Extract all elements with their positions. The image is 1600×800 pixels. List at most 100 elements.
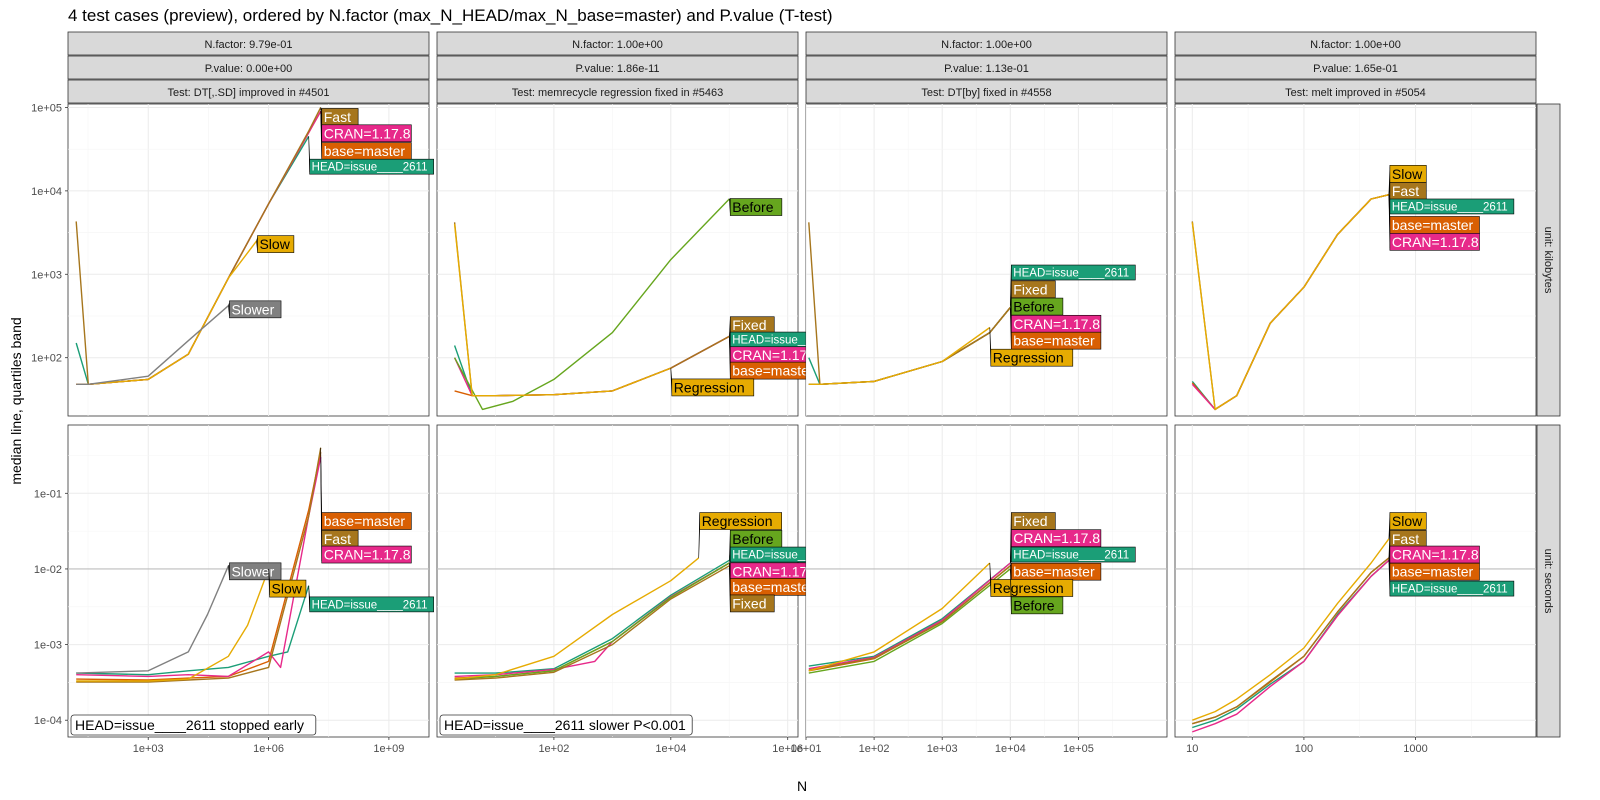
label-base-master: base=master <box>1010 307 1102 350</box>
label-cran-1-17-8: CRAN=1.17.8 <box>729 562 821 581</box>
label-text: CRAN=1.17.8 <box>1013 530 1100 546</box>
series-line-regression <box>808 562 991 672</box>
label-base-master: base=master <box>1388 557 1480 581</box>
label-slow: Slow <box>268 568 307 598</box>
label-fast: Fast <box>320 107 359 126</box>
label-text: Before <box>1013 299 1054 315</box>
x-tick-label: 1e+02 <box>859 743 890 755</box>
x-tick-label: 1e+05 <box>1063 743 1094 755</box>
label-cran-1-17-8: CRAN=1.17.8 <box>1388 194 1480 251</box>
x-tick-label: 1000 <box>1403 743 1427 755</box>
series-line-fast <box>1192 557 1390 725</box>
label-box <box>1010 546 1136 563</box>
label-text: Fast <box>1392 531 1419 547</box>
panel-background <box>1174 103 1537 417</box>
test-name-strip: Test: DT[,.SD] improved in #4501 <box>67 79 430 104</box>
plot-area <box>806 562 1167 674</box>
panel-kilobytes: BeforeFixedHEAD=issue____2611CRAN=1.17.8… <box>436 103 855 417</box>
label-text: HEAD=issue____2611 <box>1013 268 1129 280</box>
p-value-strip: P.value: 1.65e-01 <box>1174 55 1537 80</box>
label-text: base=master <box>324 143 406 159</box>
label-box <box>990 348 1074 367</box>
label-text: Fast <box>324 531 351 547</box>
panel-background <box>805 103 1168 417</box>
label-text: Fast <box>1392 183 1419 199</box>
label-text: Slow <box>272 581 303 597</box>
label-box <box>257 235 295 253</box>
label-text: HEAD=issue____2611 <box>1392 584 1508 596</box>
label-slow: Slow <box>1388 512 1427 539</box>
p-value-strip-label: P.value: 1.13e-01 <box>944 63 1029 75</box>
label-text: HEAD=issue____2611 <box>1392 201 1508 213</box>
label-text: Slow <box>1392 513 1423 529</box>
series-line-slow <box>1191 194 1390 411</box>
label-head-issue-2611: HEAD=issue____2611 <box>1388 194 1515 215</box>
series-line-slower <box>76 565 230 674</box>
y-tick-label: 1e-04 <box>34 715 62 727</box>
label-slower: Slower <box>228 300 282 319</box>
label-text: Before <box>732 199 773 215</box>
label-box <box>1389 512 1427 530</box>
label-cran-1-17-8: CRAN=1.17.8 <box>320 111 412 143</box>
label-slower: Slower <box>228 562 282 581</box>
label-text: Slow <box>1392 166 1423 182</box>
p-value-strip-box <box>67 55 430 80</box>
series-line-fixed <box>808 565 1011 671</box>
facet-panels: unit: kilobytes unit: seconds N.factor: 9.… <box>31 31 1561 755</box>
label-box <box>1389 580 1515 597</box>
y-tick-label: 1e-01 <box>34 488 62 500</box>
series-line-regression <box>453 224 672 397</box>
label-box <box>699 512 782 530</box>
x-tick-label: 1e+04 <box>655 743 686 755</box>
p-value-strip: P.value: 1.86e-11 <box>436 55 799 80</box>
label-text: HEAD=issue____2611 <box>312 162 428 174</box>
y-axis-title: median line, quartiles band <box>8 317 24 484</box>
label-head-issue-2611: HEAD=issue____2611 <box>1010 264 1136 308</box>
test-name-strip: Test: DT[by] fixed in #4558 <box>805 79 1168 104</box>
y-tick-label: 1e+05 <box>31 102 62 114</box>
series-line-slower <box>76 305 229 385</box>
series-line-fixed <box>454 565 730 681</box>
label-box <box>729 594 775 613</box>
x-tick-label: 1e+06 <box>772 743 803 755</box>
series-line-cran-1-17-8 <box>76 457 322 678</box>
label-box <box>1010 596 1064 615</box>
p-value-strip-box <box>1174 55 1537 80</box>
row-strip-label: unit: kilobytes <box>1542 227 1554 294</box>
label-cran-1-17-8: CRAN=1.17.8 <box>1010 529 1102 564</box>
row-strip-box <box>1536 424 1561 738</box>
n-factor-strip-box <box>805 31 1168 56</box>
label-before: Before <box>1010 568 1064 615</box>
label-text: Regression <box>674 379 745 395</box>
label-box <box>321 545 412 564</box>
test-name-strip: Test: memrecycle regression fixed in #54… <box>436 79 799 104</box>
p-value-strip-label: P.value: 1.86e-11 <box>576 63 660 75</box>
label-before: Before <box>729 530 783 564</box>
label-text: Slower <box>231 301 274 317</box>
y-tick-label: 1e-03 <box>34 640 62 652</box>
y-tick-label: 1e+03 <box>31 269 62 281</box>
x-tick-label: 1e+03 <box>927 743 958 755</box>
plot-area <box>808 222 1011 385</box>
grid-lines <box>1175 104 1536 416</box>
label-text: HEAD=issue____2611 <box>312 599 428 611</box>
note-box <box>70 714 317 736</box>
label-head-issue-2611: HEAD=issue____2611 <box>1388 560 1515 597</box>
x-axis-title: N <box>797 778 807 794</box>
n-factor-strip: N.factor: 1.00e+00 <box>805 31 1168 56</box>
row-strip-kilobytes: unit: kilobytes <box>1536 103 1561 417</box>
series-line-regression <box>808 326 991 385</box>
label-text: Fixed <box>1013 281 1047 297</box>
n-factor-strip-label: N.factor: 1.00e+00 <box>1310 39 1401 51</box>
label-before: Before <box>728 197 783 216</box>
label-text: Regression <box>702 513 773 529</box>
label-box <box>321 124 412 143</box>
label-text: Regression <box>993 580 1064 596</box>
label-box <box>229 562 282 581</box>
label-text: Before <box>732 531 773 547</box>
